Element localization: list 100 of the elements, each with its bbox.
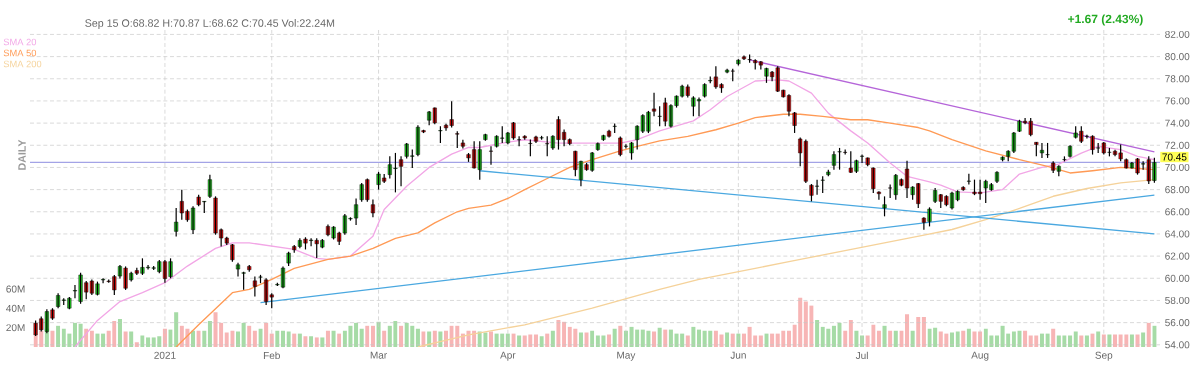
bar <box>854 330 859 347</box>
bar <box>691 326 696 347</box>
y-tick-label: 54.00 <box>1165 341 1190 349</box>
y-tick-label: 56.00 <box>1165 319 1190 327</box>
x-tick-label: Jun <box>730 351 746 359</box>
bar <box>539 336 544 347</box>
bar <box>488 331 494 347</box>
bar <box>309 336 314 347</box>
candlestick <box>876 190 881 201</box>
y2-tick-label: 20M <box>6 324 25 332</box>
bar <box>955 331 960 347</box>
bar <box>1073 331 1078 347</box>
bar <box>258 328 263 347</box>
candlestick <box>522 134 527 141</box>
bar <box>770 333 775 347</box>
bar <box>966 328 971 347</box>
bar <box>1023 330 1028 347</box>
bar <box>685 335 690 347</box>
candlestick <box>882 195 887 217</box>
bar <box>89 330 94 347</box>
bar <box>101 333 106 347</box>
candlestick <box>595 141 600 152</box>
bar <box>123 331 128 347</box>
candlestick <box>860 153 865 164</box>
bar <box>129 331 134 347</box>
bar <box>174 312 179 347</box>
bar <box>994 335 999 347</box>
y-tick-label: 78.00 <box>1165 75 1190 83</box>
text: SMA 50 <box>3 49 37 57</box>
bar <box>382 330 387 347</box>
x-tick-label: 2021 <box>154 351 176 359</box>
bar <box>241 322 246 347</box>
bar <box>1129 334 1134 347</box>
y-tick-label: 66.00 <box>1165 208 1190 216</box>
bar <box>545 333 550 347</box>
x-tick-label: Sep <box>1095 351 1113 361</box>
y-tick-label: 80.00 <box>1165 53 1190 61</box>
y-tick-label: 70.00 <box>1165 163 1190 171</box>
candlestick <box>460 139 465 150</box>
bar <box>905 314 910 347</box>
bar <box>921 317 926 347</box>
bar <box>848 319 853 347</box>
bar <box>72 322 77 347</box>
bar <box>1084 335 1089 347</box>
text: SMA 20 <box>3 38 37 46</box>
bar <box>292 333 297 347</box>
y-tick-label: 68.00 <box>1165 186 1190 194</box>
bar <box>50 330 55 347</box>
bar <box>517 335 522 347</box>
y-tick-label: 60.00 <box>1165 274 1190 282</box>
y-tick-label: 58.00 <box>1165 296 1190 304</box>
candlestick <box>792 111 797 134</box>
text: SMA 200 <box>3 60 42 68</box>
candlestick <box>241 271 246 291</box>
y-tick-label: 72.00 <box>1165 141 1190 149</box>
bar <box>337 333 342 347</box>
bar <box>140 335 145 347</box>
bar <box>961 330 966 347</box>
bar <box>370 325 375 347</box>
bar <box>1051 328 1056 347</box>
bar <box>618 325 623 347</box>
text: DAILY <box>18 139 26 170</box>
bar <box>910 330 915 347</box>
bar <box>1141 332 1146 347</box>
bar <box>399 325 404 347</box>
bar <box>893 330 898 347</box>
bar <box>354 322 359 347</box>
ref-line-label: 70.45 <box>1162 153 1187 161</box>
bar <box>831 325 836 347</box>
bar <box>983 328 988 347</box>
bar <box>1011 331 1016 347</box>
bar <box>590 330 595 347</box>
bar <box>207 320 212 347</box>
candlestick <box>747 53 752 64</box>
y2-tick-label: 40M <box>6 304 25 312</box>
text: +1.67 (2.43%) <box>1068 14 1143 26</box>
y-tick-label: 62.00 <box>1165 252 1190 260</box>
candlestick <box>517 135 522 147</box>
candlestick <box>961 185 966 192</box>
bar <box>280 330 286 347</box>
bar <box>562 321 567 347</box>
y2-tick-label: 60M <box>6 285 25 293</box>
bar <box>876 330 881 347</box>
bar <box>758 335 763 347</box>
candlestick <box>871 166 876 194</box>
bar <box>1079 335 1084 347</box>
bar <box>365 325 370 347</box>
bar <box>657 327 662 347</box>
chart-title: Sep 15 O:68.82 H:70.87 L:68.62 C:70.45 Vol:22.24M <box>85 19 335 29</box>
bar <box>325 330 330 347</box>
y-tick-label: 82.00 <box>1165 30 1190 38</box>
bar <box>275 330 280 347</box>
y-tick-label: 74.00 <box>1165 119 1190 127</box>
bar <box>556 319 561 347</box>
bar <box>56 325 61 347</box>
bar <box>786 330 791 347</box>
bar <box>888 330 893 347</box>
bar <box>303 336 308 347</box>
y-tick-label: 76.00 <box>1165 97 1190 105</box>
bar <box>578 332 583 347</box>
